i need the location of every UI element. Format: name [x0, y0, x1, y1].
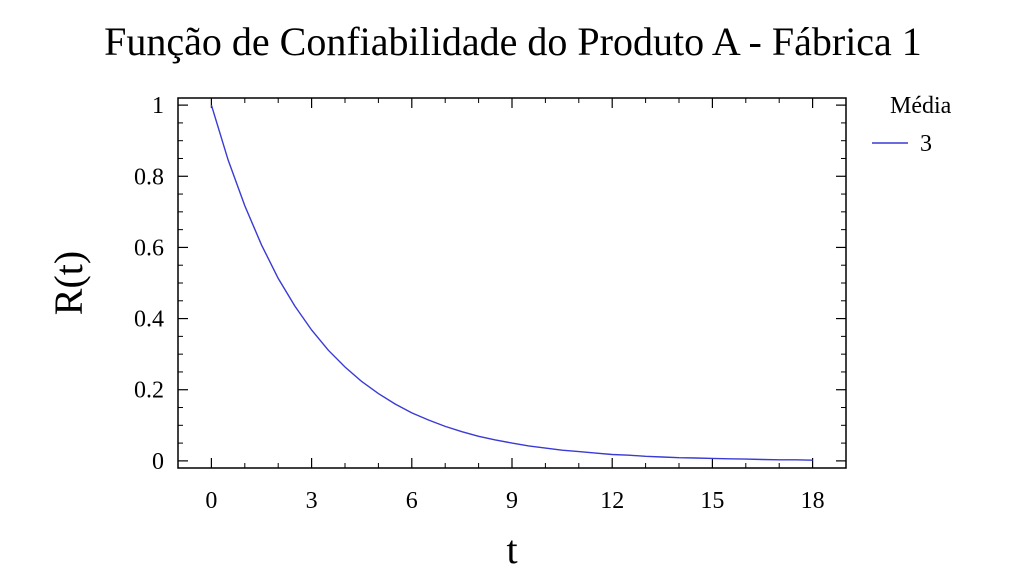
- y-tick-label: 0.4: [134, 307, 164, 333]
- chart-title: Função de Confiabilidade do Produto A - …: [104, 19, 922, 64]
- y-tick-label: 1: [152, 93, 164, 119]
- x-tick-label: 3: [306, 488, 318, 514]
- y-tick-label: 0.8: [134, 164, 164, 190]
- x-tick-label: 9: [506, 488, 518, 514]
- legend-entry-label: 3: [920, 131, 932, 157]
- x-axis-label: t: [506, 527, 517, 572]
- y-tick-label: 0: [152, 449, 164, 475]
- x-tick-label: 18: [801, 488, 825, 514]
- y-tick-label: 0.6: [134, 235, 164, 261]
- legend-title: Média: [890, 93, 952, 119]
- x-tick-label: 6: [406, 488, 418, 514]
- y-tick-label: 0.2: [134, 378, 164, 404]
- y-axis-label: R(t): [46, 251, 91, 315]
- series-line-3: [210, 104, 813, 461]
- x-tick-label: 15: [700, 488, 724, 514]
- plot-frame: [177, 97, 847, 469]
- x-tick-label: 0: [205, 488, 217, 514]
- x-tick-label: 12: [600, 488, 624, 514]
